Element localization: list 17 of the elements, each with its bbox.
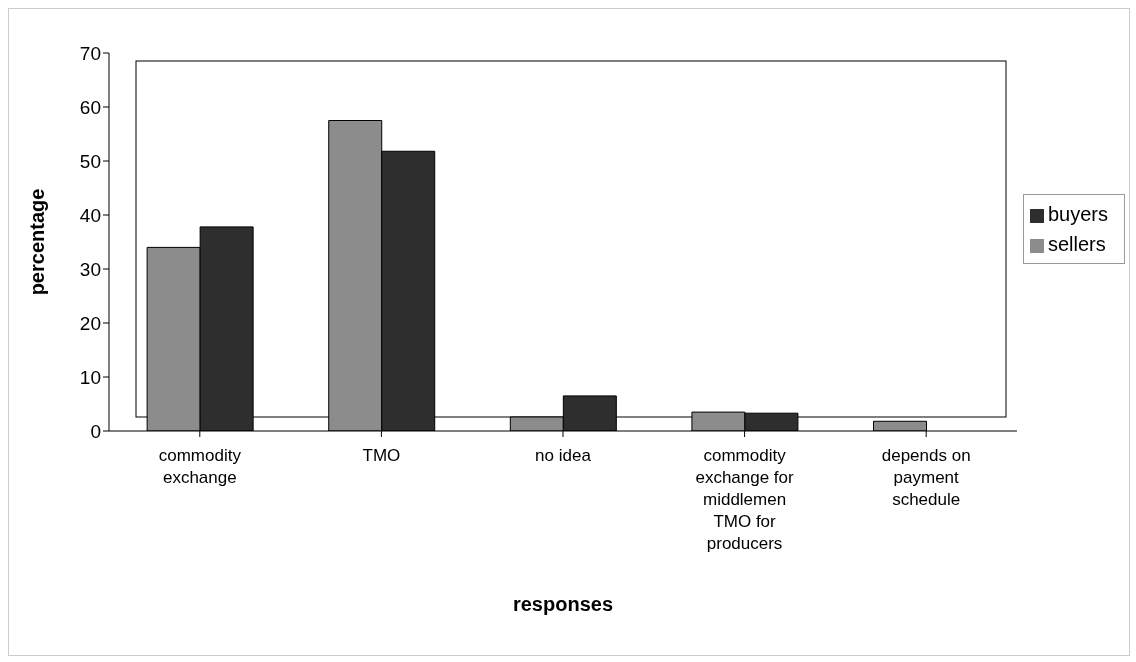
x-tick-label: commodity exchange for middlemen TMO for producers: [695, 446, 795, 553]
y-tick-label: 20: [79, 312, 101, 334]
legend-label: sellers: [1047, 233, 1106, 255]
y-tick-label: 70: [79, 42, 101, 64]
y-tick-label: 40: [79, 204, 101, 226]
y-tick-label: 30: [79, 258, 101, 280]
x-tick-label: no idea: [535, 446, 592, 465]
x-axis-title: responses: [512, 593, 614, 615]
y-tick-label: 10: [79, 366, 101, 388]
y-tick-label: 50: [79, 150, 101, 172]
x-tick-label: commodity exchange: [158, 446, 242, 487]
y-axis-title: percentage: [26, 188, 49, 296]
legend-label: buyers: [1047, 203, 1108, 225]
y-tick-label: 60: [79, 96, 101, 118]
x-tick-label: depends on payment schedule: [881, 446, 971, 509]
x-tick-label: TMO: [362, 446, 401, 465]
y-tick-label: 0: [90, 420, 101, 442]
